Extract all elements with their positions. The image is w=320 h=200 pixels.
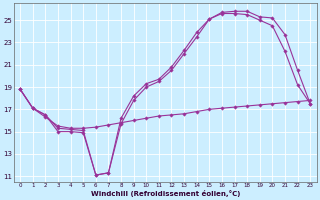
X-axis label: Windchill (Refroidissement éolien,°C): Windchill (Refroidissement éolien,°C) (91, 190, 240, 197)
